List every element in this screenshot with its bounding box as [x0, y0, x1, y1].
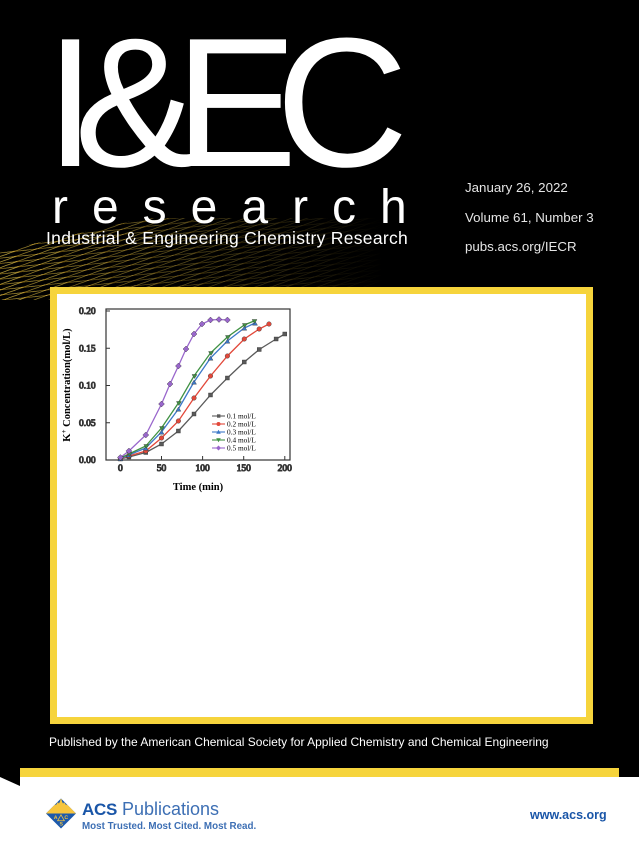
svg-text:C: C	[64, 815, 68, 821]
svg-text:0.5 mol/L: 0.5 mol/L	[227, 444, 256, 453]
svg-text:A: A	[54, 815, 58, 821]
svg-text:200: 200	[278, 464, 293, 474]
svg-text:0.05: 0.05	[79, 419, 96, 429]
svg-text:0.20: 0.20	[79, 307, 96, 317]
svg-text:Time (min): Time (min)	[173, 482, 224, 493]
svg-text:0.00: 0.00	[79, 456, 96, 466]
svg-text:K+ Concentration(mol/L): K+ Concentration(mol/L)	[60, 328, 73, 442]
svg-text:0.10: 0.10	[79, 382, 96, 392]
svg-text:0.15: 0.15	[79, 344, 96, 354]
svg-text:150: 150	[237, 464, 252, 474]
svg-text:S: S	[59, 821, 63, 827]
svg-text:0: 0	[118, 464, 123, 474]
svg-text:100: 100	[195, 464, 210, 474]
svg-text:50: 50	[157, 464, 167, 474]
